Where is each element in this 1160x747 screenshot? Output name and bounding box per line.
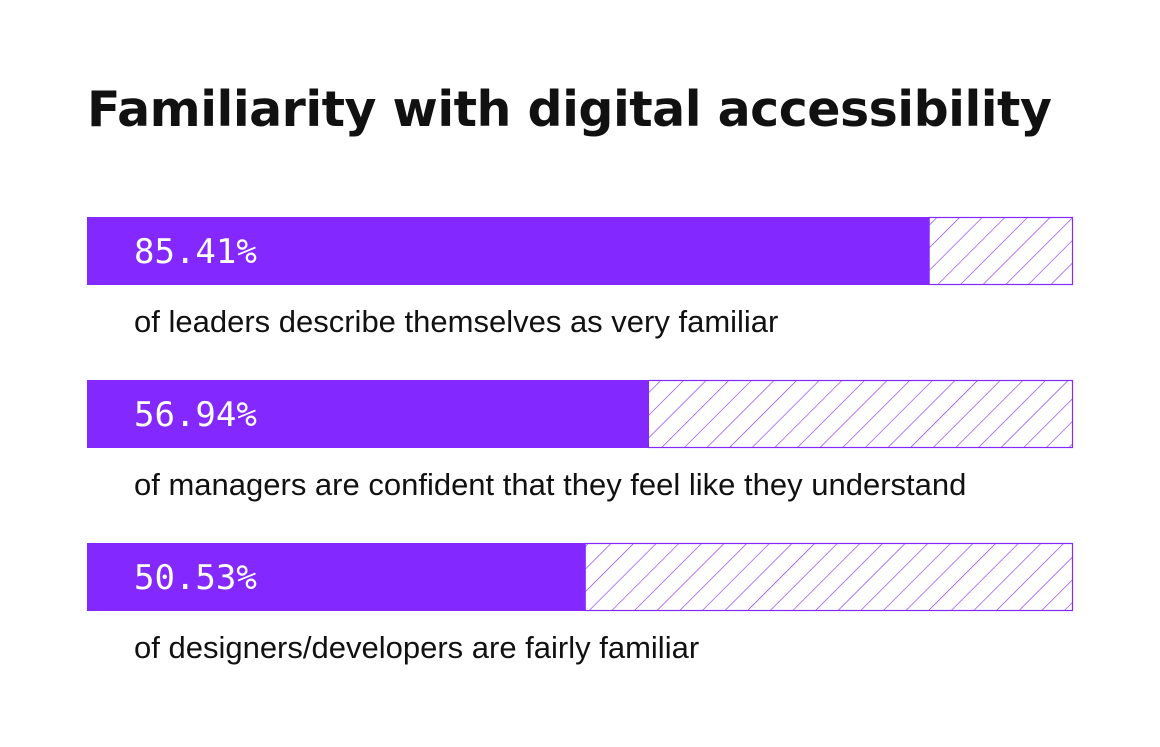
bar xyxy=(87,543,586,611)
bar xyxy=(87,380,649,448)
bar-remainder xyxy=(928,216,1074,286)
bar-value-label: 56.94% xyxy=(134,395,257,435)
bar-description: of leaders describe themselves as very f… xyxy=(134,304,778,339)
bar-group: 56.94% of managers are confident that the… xyxy=(87,379,1074,502)
bar-group: 50.53% of designers/developers are fairly… xyxy=(87,542,1074,665)
bar-remainder xyxy=(647,379,1074,449)
bar-description: of managers are confident that they feel… xyxy=(134,467,966,502)
bar-remainder xyxy=(584,542,1074,612)
chart-title: Familiarity with digital accessibility xyxy=(87,81,1052,138)
bar-value-label: 50.53% xyxy=(134,558,257,598)
bar-group: 85.41% of leaders describe themselves as … xyxy=(87,216,1074,339)
bar-description: of designers/developers are fairly famil… xyxy=(134,630,699,665)
bar-value-label: 85.41% xyxy=(134,232,257,272)
bar xyxy=(87,217,930,285)
